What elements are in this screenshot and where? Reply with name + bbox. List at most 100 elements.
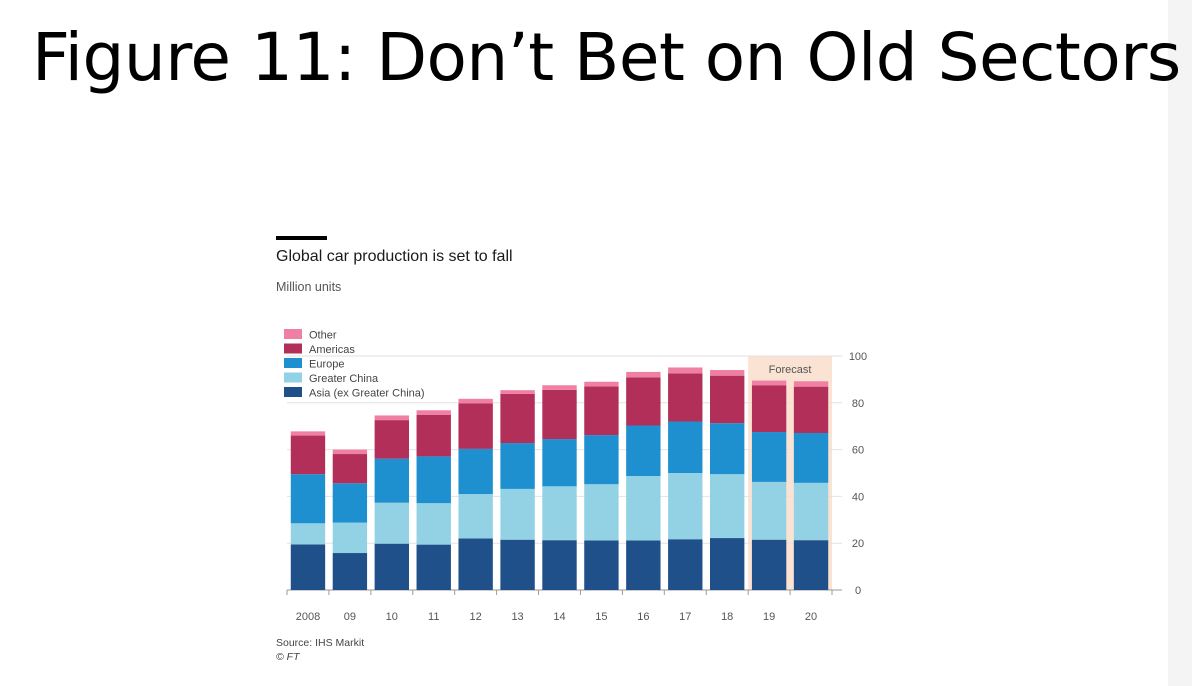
x-tick-label: 2008 xyxy=(296,611,320,623)
bar-segment xyxy=(793,381,829,387)
y-tick-label: 20 xyxy=(852,538,864,550)
bar-segment xyxy=(290,474,326,524)
bar-segment xyxy=(751,432,787,482)
bar-segment xyxy=(458,403,493,449)
bar-segment xyxy=(290,435,326,475)
chart-header-rule xyxy=(276,236,327,240)
bar-segment xyxy=(500,539,535,590)
bar-segment xyxy=(332,449,368,455)
bar-segment xyxy=(793,432,829,483)
chart-source: Source: IHS Markit xyxy=(276,637,365,649)
bar-segment xyxy=(374,543,409,590)
bar-segment xyxy=(584,381,619,387)
bar-segment xyxy=(626,377,661,426)
x-tick-label: 16 xyxy=(637,611,649,623)
bar-segment xyxy=(668,373,703,422)
chart-credit: © FT xyxy=(276,651,300,663)
bar-segment xyxy=(416,456,451,504)
bar-segment xyxy=(626,540,661,590)
bar-segment xyxy=(793,540,829,590)
x-tick-label: 17 xyxy=(679,611,691,623)
bar-segment xyxy=(542,385,577,390)
bar-segment xyxy=(710,474,745,539)
bar-segment xyxy=(793,386,829,433)
bar-segment xyxy=(668,367,703,374)
legend-label: Asia (ex Greater China) xyxy=(309,388,425,400)
x-tick-label: 11 xyxy=(428,611,439,623)
legend-swatch xyxy=(284,372,302,383)
bar-segment xyxy=(416,544,451,590)
x-tick-label: 09 xyxy=(344,611,356,623)
slide-title: Figure 11: Don’t Bet on Old Sectors xyxy=(32,19,1181,96)
bar-segment xyxy=(710,538,745,590)
bar-segment xyxy=(751,481,787,540)
bar-segment xyxy=(458,398,493,404)
bar-segment xyxy=(668,539,703,590)
bar-segment xyxy=(710,423,745,475)
legend-label: Other xyxy=(309,330,337,342)
slide-edge xyxy=(1168,0,1192,686)
bar-segment xyxy=(374,415,409,421)
bar-segment xyxy=(584,484,619,541)
bar-segment xyxy=(710,375,745,424)
forecast-label: Forecast xyxy=(769,364,812,376)
legend-swatch xyxy=(284,329,302,339)
bar-segment xyxy=(751,385,787,433)
y-tick-label: 40 xyxy=(852,491,864,503)
bar-segment xyxy=(374,420,409,459)
bar-segment xyxy=(416,503,451,545)
bar-segment xyxy=(751,539,787,590)
legend-swatch xyxy=(284,343,302,354)
bar-segment xyxy=(584,386,619,436)
bar-segment xyxy=(500,488,535,540)
bar-segment xyxy=(626,425,661,477)
legend-swatch xyxy=(284,358,302,368)
bar-segment xyxy=(542,439,577,487)
x-tick-label: 18 xyxy=(721,611,733,623)
x-tick-label: 14 xyxy=(553,611,565,623)
bar-segment xyxy=(542,389,577,440)
bar-segment xyxy=(751,380,787,386)
bar-segment xyxy=(668,421,703,473)
bar-segment xyxy=(332,483,368,523)
x-tick-label: 15 xyxy=(595,611,607,623)
legend-swatch xyxy=(284,387,302,397)
bar-segment xyxy=(290,523,326,545)
chart-title: Global car production is set to fall xyxy=(276,248,513,265)
bar-segment xyxy=(668,473,703,540)
y-tick-label: 100 xyxy=(849,351,867,363)
bar-segment xyxy=(416,414,451,457)
bar-segment xyxy=(374,458,409,503)
bar-segment xyxy=(584,540,619,590)
bar-segment xyxy=(458,538,493,590)
bar-segment xyxy=(584,435,619,485)
x-tick-label: 13 xyxy=(511,611,523,623)
bar-segment xyxy=(710,370,745,376)
bar-segment xyxy=(458,448,493,495)
y-tick-label: 0 xyxy=(855,585,861,597)
bar-segment xyxy=(332,522,368,554)
bar-segment xyxy=(332,454,368,484)
bar-segment xyxy=(290,431,326,436)
x-tick-label: 12 xyxy=(470,611,482,623)
legend-label: Americas xyxy=(309,344,355,356)
legend-label: Europe xyxy=(309,359,344,371)
bar-segment xyxy=(290,544,326,590)
bar-segment xyxy=(458,494,493,539)
bar-segment xyxy=(500,443,535,489)
x-tick-label: 10 xyxy=(386,611,398,623)
y-tick-label: 80 xyxy=(852,398,864,410)
bar-segment xyxy=(626,371,661,378)
bar-segment xyxy=(793,482,829,541)
legend-label: Greater China xyxy=(309,373,379,385)
bar-segment xyxy=(626,476,661,541)
chart-subtitle: Million units xyxy=(276,280,342,294)
x-tick-label: 19 xyxy=(763,611,775,623)
bar-segment xyxy=(500,393,535,444)
x-tick-label: 20 xyxy=(805,611,817,623)
bar-segment xyxy=(542,540,577,590)
bar-segment xyxy=(374,502,409,544)
y-tick-label: 60 xyxy=(852,445,864,457)
bar-segment xyxy=(500,390,535,394)
